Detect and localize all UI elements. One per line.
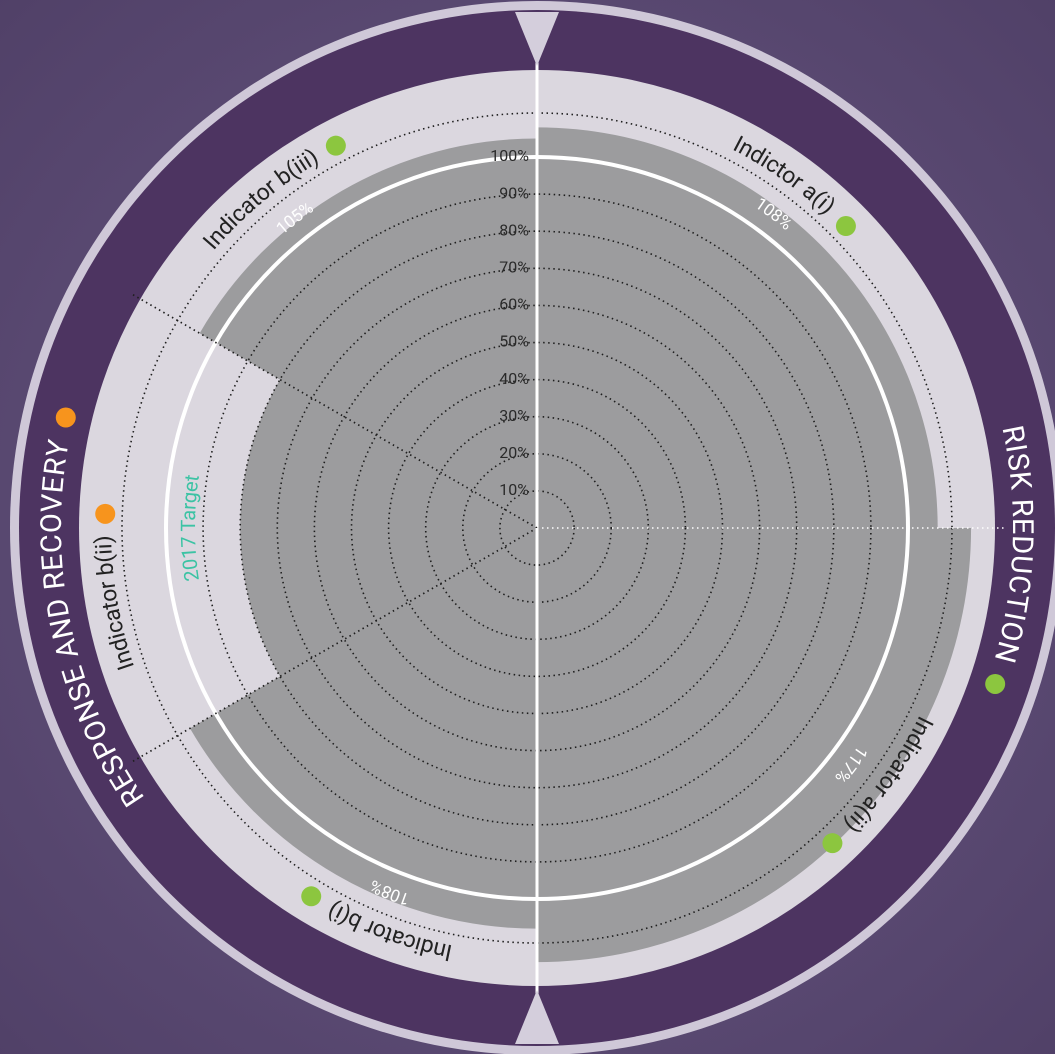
target-label: 2017 Target: [176, 473, 204, 583]
status-dot: [835, 216, 856, 237]
group-dot: [985, 673, 1006, 694]
grid-circle: [202, 193, 872, 863]
grid-circle: [499, 490, 575, 566]
r-tick-label: 100%: [490, 146, 529, 165]
grid-circle: [276, 267, 798, 789]
bar: [537, 127, 938, 528]
r-tick-label: 10%: [499, 480, 529, 499]
target-label-path: 2017 Target: [176, 473, 204, 583]
r-tick-label: 20%: [499, 443, 529, 462]
r-tick-label: 70%: [499, 258, 529, 277]
r-tick-label: 40%: [499, 369, 529, 388]
status-dot: [325, 135, 346, 156]
bottom-pointer: [515, 990, 559, 1044]
r-tick-label: 50%: [499, 332, 529, 351]
bar: [199, 138, 537, 528]
bar: [190, 528, 537, 929]
r-tick-label: 80%: [499, 220, 529, 239]
grid-circle: [313, 304, 761, 752]
group-dot: [55, 407, 76, 428]
r-tick-label: 90%: [499, 183, 529, 202]
grid-circle: [387, 378, 687, 678]
r-tick-label: 30%: [499, 406, 529, 425]
status-dot: [95, 503, 116, 524]
r-tick-label: 60%: [499, 295, 529, 314]
status-dot: [301, 886, 322, 907]
status-dot: [822, 833, 843, 854]
top-pointer: [515, 12, 559, 66]
bar: [537, 528, 972, 963]
